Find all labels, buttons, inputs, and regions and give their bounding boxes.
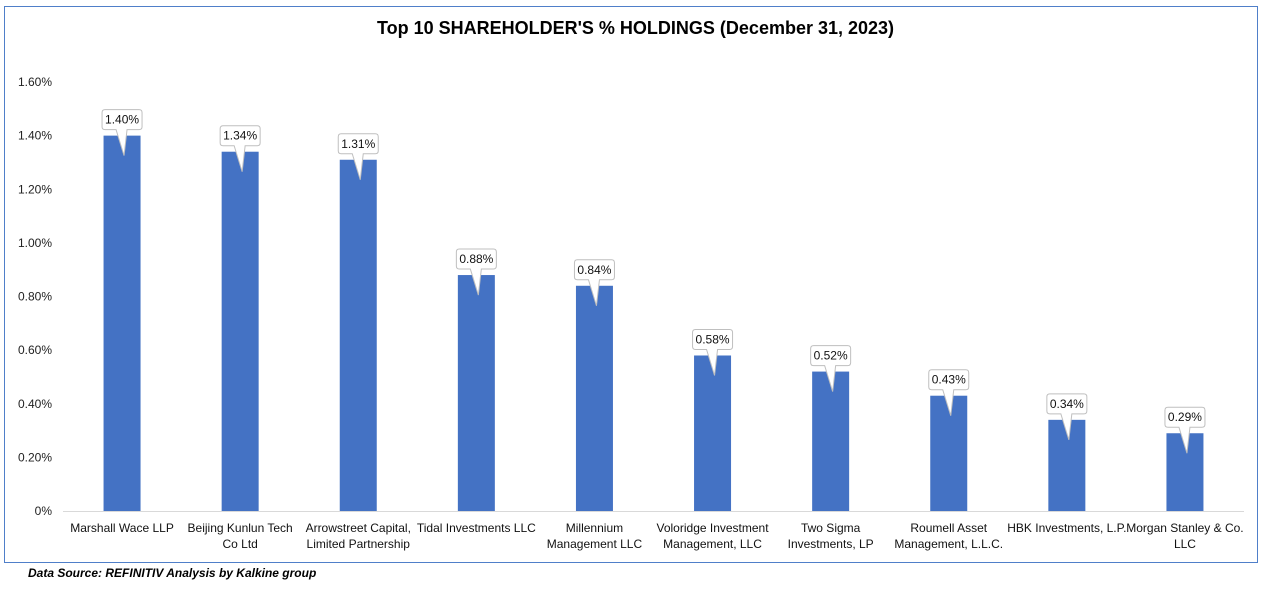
data-label-callout: 1.34%: [219, 125, 261, 172]
bar: [694, 355, 732, 511]
data-label: 0.58%: [696, 332, 730, 346]
y-tick-label: 1.00%: [18, 236, 52, 250]
bar: [930, 395, 968, 511]
data-label-bubble: [219, 125, 261, 172]
data-label-callout: 1.31%: [337, 133, 379, 180]
data-label: 1.40%: [105, 113, 139, 127]
bar: [575, 285, 613, 511]
x-axis: Marshall Wace LLP Beijing Kunlun Tech Co L…: [63, 511, 1244, 551]
bar: [457, 275, 495, 511]
data-label-callout: 1.40%: [101, 109, 143, 156]
x-tick-label: LLC: [1174, 537, 1196, 551]
x-tick-label: Arrowstreet Capital,: [306, 521, 411, 535]
data-label-bubble: [455, 248, 497, 296]
data-label-bubble: [692, 328, 734, 376]
data-label: 1.31%: [341, 137, 375, 151]
y-tick-label: 1.60%: [18, 75, 52, 89]
data-source-note: Data Source: REFINITIV Analysis by Kalki…: [28, 566, 317, 580]
bars: [103, 135, 1204, 511]
y-tick-label: 1.20%: [18, 182, 52, 196]
x-tick-label: Voloridge Investment: [657, 521, 770, 535]
y-tick-label: 0.80%: [18, 290, 52, 304]
x-tick-label: Limited Partnership: [307, 537, 411, 551]
x-tick-label: HBK Investments, L.P.: [1007, 521, 1126, 535]
data-label-bubble: [337, 133, 379, 180]
bar: [103, 135, 141, 511]
bar: [221, 151, 259, 511]
x-tick-label: Millennium: [566, 521, 623, 535]
data-label: 0.88%: [459, 252, 493, 266]
data-label: 0.52%: [814, 349, 848, 363]
x-tick-label: Management LLC: [547, 537, 643, 551]
data-label-callout: 0.29%: [1164, 406, 1206, 454]
x-tick-label: Management, LLC: [663, 537, 762, 551]
x-tick-label: Two Sigma: [801, 521, 861, 535]
chart-frame: [4, 6, 1258, 563]
chart-title: Top 10 SHAREHOLDER'S % HOLDINGS (Decembe…: [376, 18, 895, 38]
bar: [339, 159, 377, 511]
data-label-callout: 0.88%: [455, 248, 497, 296]
data-label-bubble: [101, 109, 143, 156]
data-label: 0.34%: [1050, 397, 1084, 411]
data-label-bubble: [928, 369, 970, 416]
data-label-callout: 0.52%: [810, 345, 852, 392]
data-label-callout: 0.58%: [692, 328, 734, 376]
x-tick-label: Investments, LP: [788, 537, 874, 551]
data-label: 0.29%: [1168, 410, 1202, 424]
data-label-callout: 0.84%: [573, 259, 615, 306]
data-label-callout: 0.34%: [1046, 393, 1088, 440]
data-label: 0.84%: [577, 263, 611, 277]
data-label-bubble: [1164, 406, 1206, 454]
data-label-callout: 0.43%: [928, 369, 970, 416]
data-label: 0.43%: [932, 373, 966, 387]
data-label-bubble: [1046, 393, 1088, 440]
bar: [812, 371, 850, 511]
x-tick-label: Morgan Stanley & Co.: [1126, 521, 1243, 535]
x-tick-label: Roumell Asset: [910, 521, 987, 535]
data-label-bubble: [810, 345, 852, 392]
y-tick-label: 0.60%: [18, 343, 52, 357]
y-tick-label: 1.40%: [18, 129, 52, 143]
x-tick-label: Management, L.L.C.: [894, 537, 1003, 551]
y-tick-label: 0%: [35, 504, 53, 518]
x-tick-label: Tidal Investments LLC: [417, 521, 536, 535]
x-tick-label: Marshall Wace LLP: [70, 521, 174, 535]
y-axis: 0% 0.20% 0.40% 0.60% 0.80% 1.00% 1.20% 1.40% 1.6…: [18, 75, 52, 518]
y-tick-label: 0.20%: [18, 450, 52, 464]
y-tick-label: 0.40%: [18, 397, 52, 411]
data-label-bubble: [573, 259, 615, 306]
data-labels: 1.40% 1.34% 1.31% 0.88% 0.84% 0.58% 0.52% 0.43%…: [101, 109, 1206, 454]
x-tick-label: Co Ltd: [222, 537, 257, 551]
data-label: 1.34%: [223, 129, 257, 143]
x-tick-label: Beijing Kunlun Tech: [188, 521, 293, 535]
